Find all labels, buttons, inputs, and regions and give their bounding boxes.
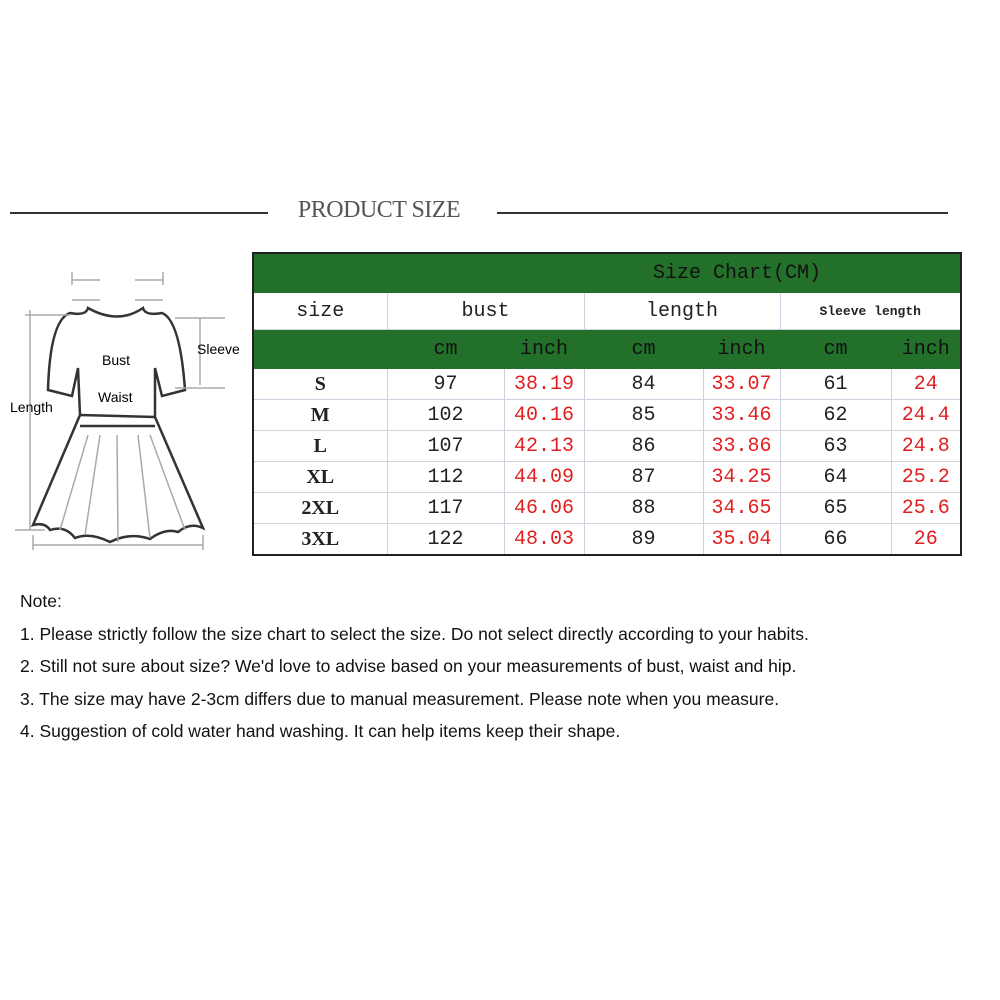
size-cell: S xyxy=(252,368,388,400)
unit-cell: cm xyxy=(779,329,892,369)
size-cell: XL xyxy=(252,461,388,493)
value-cell: 61 xyxy=(779,368,892,400)
value-cell: 62 xyxy=(779,399,892,431)
note-item: 3. The size may have 2-3cm differs due t… xyxy=(20,688,780,709)
value-cell: 35.04 xyxy=(702,523,781,556)
value-cell: 112 xyxy=(386,461,505,493)
waist-label: Waist xyxy=(98,389,133,405)
size-cell: M xyxy=(252,399,388,431)
value-cell: 86 xyxy=(583,430,704,462)
value-cell: 102 xyxy=(386,399,505,431)
value-cell: 24 xyxy=(890,368,962,400)
header-length: length xyxy=(583,292,781,330)
unit-cell: inch xyxy=(890,329,962,369)
value-cell: 48.03 xyxy=(503,523,585,556)
dress-measurement-diagram: Bust Waist Sleeve Length xyxy=(10,272,240,550)
sleeve-label: Sleeve xyxy=(197,341,240,357)
table-row: L 107 42.13 86 33.86 63 24.8 xyxy=(252,430,962,462)
size-cell: L xyxy=(252,430,388,462)
value-cell: 66 xyxy=(779,523,892,556)
unit-cell: inch xyxy=(503,329,585,369)
value-cell: 40.16 xyxy=(503,399,585,431)
value-cell: 33.07 xyxy=(702,368,781,400)
value-cell: 87 xyxy=(583,461,704,493)
value-cell: 24.8 xyxy=(890,430,962,462)
note-item: 4. Suggestion of cold water hand washing… xyxy=(20,721,621,741)
value-cell: 63 xyxy=(779,430,892,462)
unit-cell: inch xyxy=(702,329,781,369)
size-chart-table: Size Chart(CM) size bust length Sleeve l… xyxy=(252,252,962,556)
value-cell: 107 xyxy=(386,430,505,462)
unit-cell: cm xyxy=(386,329,505,369)
value-cell: 46.06 xyxy=(503,492,585,524)
units-row: cm inch cm inch cm inch xyxy=(252,329,962,369)
table-row: 3XL 122 48.03 89 35.04 66 26 xyxy=(252,523,962,556)
value-cell: 65 xyxy=(779,492,892,524)
header-bust: bust xyxy=(386,292,585,330)
size-cell: 2XL xyxy=(252,492,388,524)
page-title: PRODUCT SIZE xyxy=(297,197,461,223)
notes-heading: Note: xyxy=(20,591,62,611)
value-cell: 24.4 xyxy=(890,399,962,431)
value-cell: 34.65 xyxy=(702,492,781,524)
title-rule-left xyxy=(10,212,268,214)
title-rule-right xyxy=(497,212,948,214)
note-item: 2. Still not sure about size? We'd love … xyxy=(20,656,797,676)
header-size: size xyxy=(252,292,388,330)
table-row: S 97 38.19 84 33.07 61 24 xyxy=(252,368,962,400)
table-row: 2XL 117 46.06 88 34.65 65 25.6 xyxy=(252,492,962,524)
value-cell: 84 xyxy=(583,368,704,400)
value-cell: 88 xyxy=(583,492,704,524)
value-cell: 25.6 xyxy=(890,492,962,524)
bust-label: Bust xyxy=(102,352,130,368)
unit-cell: cm xyxy=(583,329,704,369)
value-cell: 44.09 xyxy=(503,461,585,493)
value-cell: 42.13 xyxy=(503,430,585,462)
value-cell: 33.86 xyxy=(702,430,781,462)
value-cell: 85 xyxy=(583,399,704,431)
note-item: 1. Please strictly follow the size chart… xyxy=(20,623,809,644)
value-cell: 64 xyxy=(779,461,892,493)
value-cell: 97 xyxy=(386,368,505,400)
notes-section: Note: 1. Please strictly follow the size… xyxy=(20,591,809,754)
value-cell: 122 xyxy=(386,523,505,556)
value-cell: 38.19 xyxy=(503,368,585,400)
header-sleeve-length: Sleeve length xyxy=(779,292,962,330)
value-cell: 89 xyxy=(583,523,704,556)
table-caption: Size Chart(CM) xyxy=(252,252,962,293)
value-cell: 26 xyxy=(890,523,962,556)
value-cell: 117 xyxy=(386,492,505,524)
length-label: Length xyxy=(10,399,53,415)
value-cell: 33.46 xyxy=(702,399,781,431)
size-cell: 3XL xyxy=(252,523,388,556)
value-cell: 25.2 xyxy=(890,461,962,493)
value-cell: 34.25 xyxy=(702,461,781,493)
dress-outline-icon xyxy=(30,305,206,544)
table-row: M 102 40.16 85 33.46 62 24.4 xyxy=(252,399,962,431)
table-row: XL 112 44.09 87 34.25 64 25.2 xyxy=(252,461,962,493)
